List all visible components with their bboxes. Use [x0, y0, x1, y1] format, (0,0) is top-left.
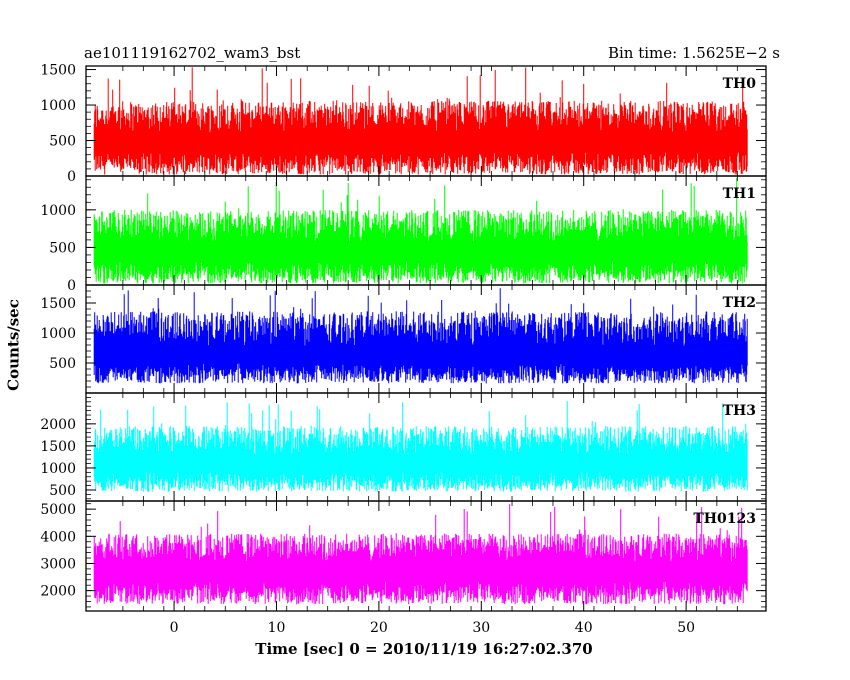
y-tick-label: 5000	[40, 502, 76, 518]
panel-label-th3: TH3	[723, 403, 756, 419]
y-tick-label: 500	[49, 134, 76, 150]
x-tick-label: 20	[370, 620, 388, 636]
panel-label-th2: TH2	[723, 295, 756, 311]
panel-frame-th0123	[85, 500, 767, 612]
series-th0-line	[93, 67, 748, 175]
bin-time-label: Bin time: 1.5625E−2 s	[607, 44, 780, 62]
panel-label-th0: TH0	[723, 76, 757, 92]
y-tick-label: 1500	[40, 296, 76, 312]
y-tick-label: 1000	[40, 203, 76, 219]
y-axis-label: Counts/sec	[4, 299, 23, 391]
y-tick-label: 1000	[40, 98, 76, 114]
x-tick-label: 50	[677, 620, 695, 636]
panel-label-th1: TH1	[723, 186, 756, 202]
y-tick-label: 500	[49, 240, 76, 256]
y-tick-label: 2000	[40, 584, 76, 600]
series-th1-line	[93, 177, 748, 284]
y-tick-label: 1000	[40, 326, 76, 342]
y-tick-label: 0	[67, 278, 76, 294]
y-tick-label: 1000	[40, 461, 76, 477]
x-axis-label: Time [sec] 0 = 2010/11/19 16:27:02.370	[255, 640, 593, 658]
y-tick-label: 2000	[40, 417, 76, 433]
series-th0123-line	[93, 504, 748, 605]
y-tick-label: 3000	[40, 556, 76, 572]
series-th2-line	[93, 288, 748, 384]
panel-label-th0123: TH0123	[693, 511, 756, 527]
y-tick-label: 4000	[40, 529, 76, 545]
series-th3-line	[93, 401, 748, 492]
y-tick-label: 500	[49, 483, 76, 499]
x-tick-label: 0	[170, 620, 179, 636]
x-tick-label: 30	[472, 620, 490, 636]
chart-title: ae101119162702_wam3_bst	[84, 44, 301, 62]
y-tick-label: 500	[49, 356, 76, 372]
x-tick-label: 10	[268, 620, 286, 636]
y-tick-label: 1500	[40, 439, 76, 455]
y-tick-label: 0	[67, 169, 76, 185]
x-tick-label: 40	[575, 620, 593, 636]
y-tick-label: 1500	[40, 63, 76, 79]
